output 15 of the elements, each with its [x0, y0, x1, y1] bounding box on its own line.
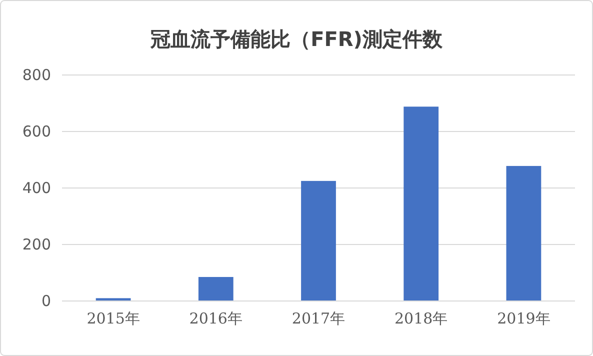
x-tick-label: 2015年 [86, 310, 140, 328]
y-tick-label: 600 [22, 122, 51, 140]
bar [198, 276, 234, 301]
x-tick-label: 2017年 [292, 310, 346, 328]
x-tick-label: 2018年 [394, 310, 448, 328]
y-tick-label: 800 [22, 66, 51, 84]
x-tick-label: 2016年 [189, 310, 242, 328]
bar [301, 180, 336, 301]
x-tick-label: 2019年 [497, 310, 550, 328]
y-tick-label: 0 [41, 292, 51, 310]
bar [506, 166, 542, 301]
y-tick-label: 200 [22, 235, 51, 254]
bar [404, 106, 439, 301]
y-tick-label: 400 [22, 178, 51, 197]
chart-title: 冠血流予備能比（FFR)測定件数 [150, 27, 444, 51]
